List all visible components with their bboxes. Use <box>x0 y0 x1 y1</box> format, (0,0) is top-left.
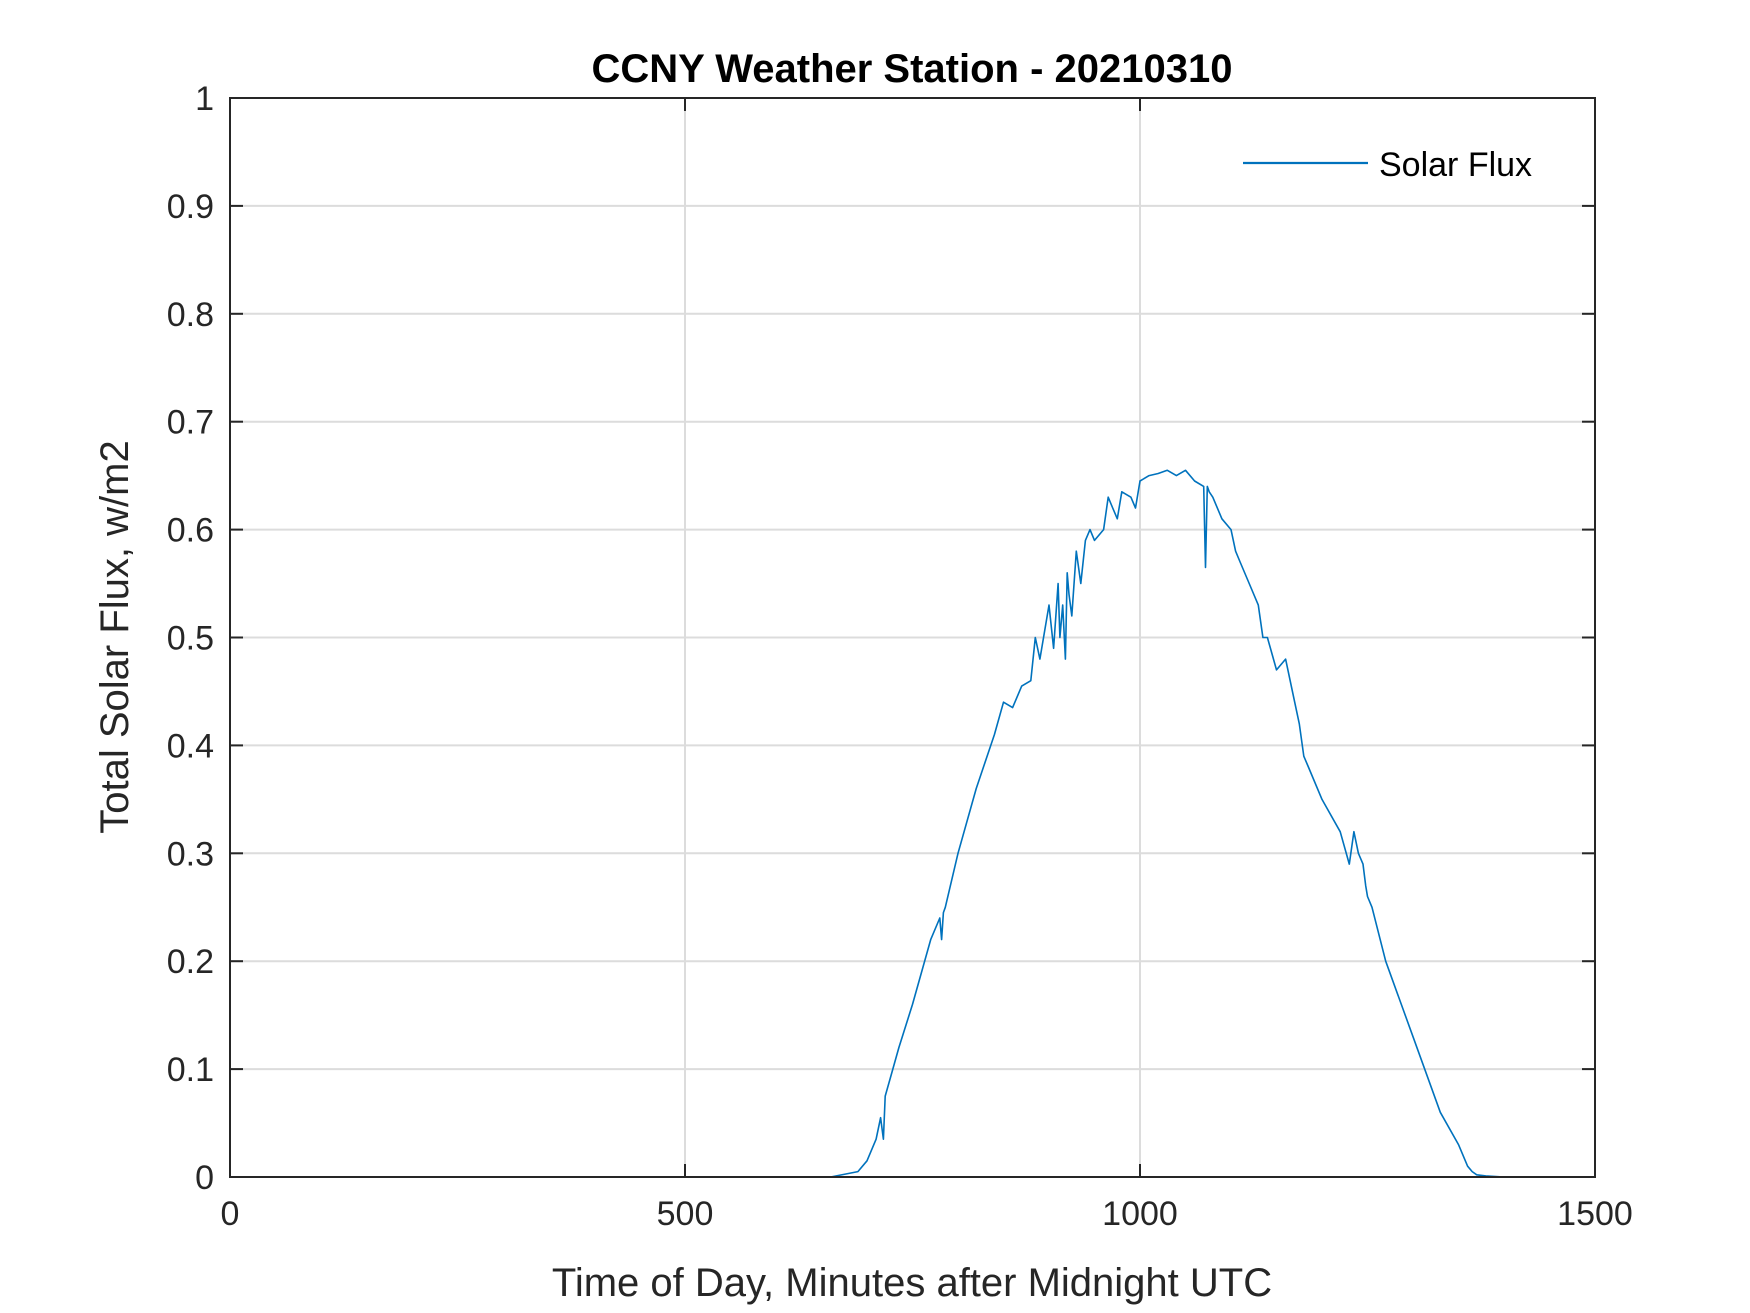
plot-area <box>229 97 1596 1178</box>
y-tick-label: 0.5 <box>167 620 214 658</box>
tick-marks <box>229 97 1596 1178</box>
y-tick-label: 0.8 <box>167 296 214 334</box>
chart-title: CCNY Weather Station - 20210310 <box>592 47 1233 91</box>
y-axis-label: Total Solar Flux, w/m2 <box>93 440 137 833</box>
x-axis-label: Time of Day, Minutes after Midnight UTC <box>552 1261 1272 1305</box>
y-tick-labels: 0 0.1 0.2 0.3 0.4 0.5 0.6 0.7 0.8 0.9 1 <box>167 80 214 1197</box>
y-tick-label: 0.9 <box>167 188 214 226</box>
y-tick-label: 0.2 <box>167 943 214 981</box>
x-tick-label: 1500 <box>1557 1195 1633 1233</box>
y-tick-label: 0.6 <box>167 512 214 550</box>
y-tick-label: 1 <box>195 80 214 118</box>
x-tick-label: 500 <box>657 1195 714 1233</box>
x-tick-label: 0 <box>221 1195 240 1233</box>
y-tick-label: 0.3 <box>167 835 214 873</box>
legend: Solar Flux <box>1243 146 1532 184</box>
legend-label-solar-flux: Solar Flux <box>1379 146 1532 184</box>
x-tick-labels: 0 500 1000 1500 <box>221 1195 1633 1233</box>
y-tick-label: 0 <box>195 1159 214 1197</box>
series-layer <box>230 469 1595 1178</box>
grid-lines <box>230 98 1595 1177</box>
y-tick-label: 0.4 <box>167 727 214 765</box>
x-tick-label: 1000 <box>1102 1195 1178 1233</box>
series-line-solar-flux <box>230 469 1595 1178</box>
y-tick-label: 0.7 <box>167 404 214 442</box>
y-tick-label: 0.1 <box>167 1051 214 1089</box>
